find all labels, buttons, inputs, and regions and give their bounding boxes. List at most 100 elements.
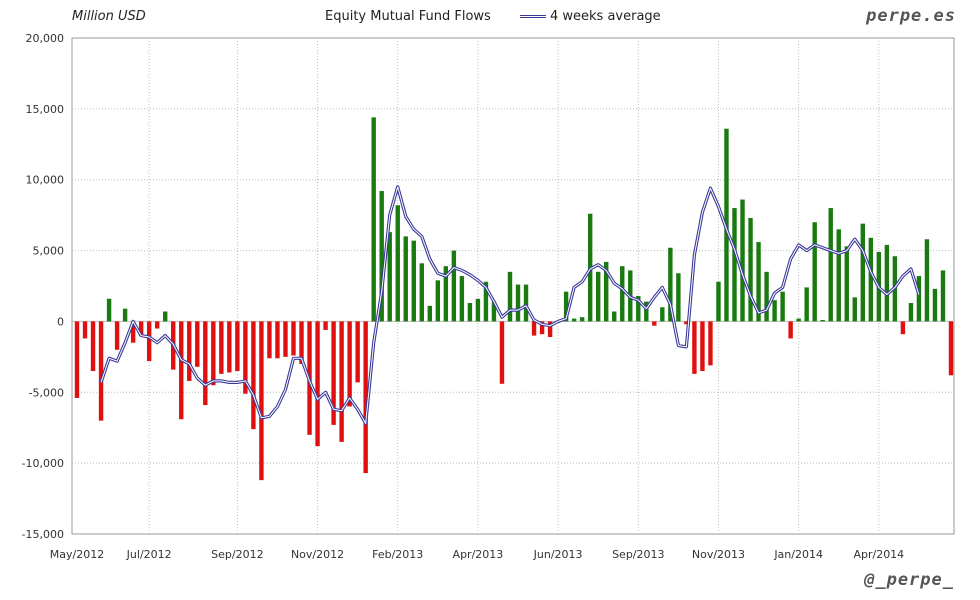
- flow-bar: [708, 321, 713, 366]
- flow-bar: [179, 321, 184, 420]
- flow-bar: [251, 321, 256, 430]
- flow-bar: [644, 301, 649, 322]
- y-tick-label: 10,000: [26, 174, 65, 187]
- flow-bar: [924, 239, 930, 322]
- flow-bar: [243, 321, 248, 394]
- flow-bar: [419, 263, 424, 322]
- flow-bar: [130, 321, 136, 343]
- flow-bar: [146, 321, 152, 362]
- flow-bar: [154, 321, 160, 329]
- flow-bar: [122, 308, 128, 322]
- flow-bar: [267, 321, 272, 359]
- flow-bar: [371, 117, 376, 322]
- flow-bar: [491, 301, 497, 322]
- flow-bar: [347, 321, 352, 407]
- average-line-inner: [100, 186, 920, 424]
- flow-bar: [900, 321, 906, 335]
- flow-bar: [595, 271, 601, 322]
- flow-bar: [98, 321, 104, 421]
- flow-bar: [483, 281, 489, 322]
- flow-bar: [451, 250, 457, 322]
- y-tick-label: -10,000: [22, 457, 64, 470]
- flow-bar: [331, 321, 336, 425]
- flow-bar: [636, 295, 641, 322]
- flow-bar: [203, 321, 208, 406]
- flow-bar: [852, 297, 857, 322]
- flow-bar: [716, 281, 721, 322]
- y-tick-label: 0: [57, 315, 64, 328]
- brand-watermark: perpe.es: [866, 6, 956, 26]
- x-tick-label: May/2012: [50, 548, 104, 561]
- chart-title: Equity Mutual Fund Flows: [325, 9, 491, 24]
- author-handle: @_perpe_: [864, 570, 954, 590]
- flow-bar: [692, 321, 697, 374]
- flow-bar: [604, 261, 609, 322]
- flow-bar: [443, 266, 449, 322]
- flow-bar: [90, 321, 96, 372]
- flow-bar: [475, 298, 481, 322]
- flow-bar: [219, 321, 224, 374]
- flow-bar: [868, 237, 874, 322]
- flow-bar: [860, 223, 866, 322]
- flow-bar: [187, 321, 192, 381]
- gridlines: [72, 38, 954, 534]
- x-tick-label: Feb/2013: [372, 548, 423, 561]
- flow-bar: [748, 217, 753, 322]
- x-tick-label: Nov/2013: [692, 548, 745, 561]
- flow-bar: [539, 321, 545, 335]
- flow-bar: [227, 321, 232, 373]
- flow-bar: [932, 288, 938, 322]
- flow-bar: [732, 208, 737, 322]
- flow-bar: [427, 305, 433, 322]
- flow-bar: [547, 321, 553, 338]
- flow-bar: [652, 321, 657, 326]
- x-tick-label: Apr/2014: [853, 548, 904, 561]
- bar-series: [74, 117, 954, 481]
- flow-bar: [908, 303, 914, 322]
- average-line-series: [99, 185, 921, 426]
- flow-bar: [796, 318, 801, 322]
- flow-bar: [395, 205, 400, 322]
- x-axis: May/2012 Jul/2012 Sep/2012 Nov/2012 Feb/2013…: [50, 548, 904, 561]
- flow-bar: [700, 321, 705, 372]
- x-tick-label: Sep/2013: [612, 548, 664, 561]
- y-tick-label: 15,000: [26, 103, 65, 116]
- units-label: Million USD: [72, 9, 146, 24]
- flow-bar: [259, 321, 264, 481]
- x-tick-label: Jul/2012: [126, 548, 172, 561]
- flow-bar: [668, 247, 673, 322]
- x-tick-label: Jan/2014: [773, 548, 823, 561]
- y-tick-label: -5,000: [29, 386, 64, 399]
- flow-bar: [235, 321, 240, 372]
- flow-bar: [916, 276, 922, 322]
- flow-bar: [780, 291, 785, 322]
- plot-area: [71, 37, 955, 535]
- flow-bar: [435, 280, 441, 322]
- flow-bar: [275, 321, 280, 359]
- flow-bar: [283, 321, 288, 357]
- flow-bar: [676, 273, 681, 322]
- flow-bar: [948, 321, 954, 376]
- flow-bar: [339, 321, 344, 442]
- legend: 4 weeks average: [520, 9, 661, 24]
- flow-bar: [612, 311, 617, 322]
- flow-bar: [571, 318, 577, 322]
- flow-bar: [379, 191, 384, 322]
- flow-bar: [195, 321, 200, 367]
- flow-bar: [884, 244, 890, 322]
- flow-bar: [291, 321, 296, 356]
- flow-bar: [812, 222, 817, 322]
- flow-bar: [355, 321, 360, 383]
- flow-bar: [299, 321, 304, 364]
- flow-bar: [323, 321, 328, 330]
- flow-bar: [82, 321, 88, 339]
- flow-bar: [740, 199, 745, 322]
- y-axis: 20,000 15,000 10,000 5,000 0 -5,000 -10,000 -15…: [22, 32, 64, 541]
- legend-line-swatch: [520, 15, 546, 18]
- flow-bar: [411, 240, 416, 322]
- flow-bar: [515, 284, 521, 322]
- flow-bar: [315, 321, 320, 447]
- flow-bar: [684, 321, 689, 325]
- x-tick-label: Jun/2013: [533, 548, 583, 561]
